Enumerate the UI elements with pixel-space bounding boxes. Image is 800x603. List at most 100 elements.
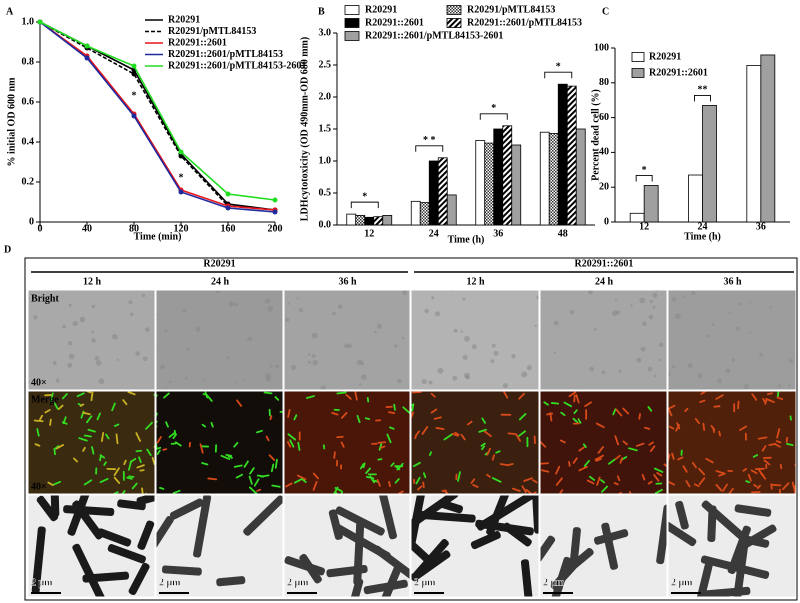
speck <box>376 323 382 329</box>
point <box>225 205 231 211</box>
speck <box>94 356 100 361</box>
speck <box>687 363 693 369</box>
legend-label: R20291::2601 <box>649 67 708 78</box>
speck <box>332 311 336 316</box>
cell <box>483 430 492 438</box>
x-axis-label: Time (h) <box>448 234 485 245</box>
micrograph <box>668 391 796 494</box>
cell <box>555 477 563 486</box>
annotation: * <box>179 172 184 183</box>
cell <box>595 422 605 429</box>
speck <box>653 374 657 378</box>
cell <box>776 396 784 401</box>
speck <box>682 295 685 298</box>
cell <box>532 479 538 484</box>
cell <box>54 445 60 450</box>
cell <box>115 433 119 445</box>
rod <box>550 563 577 591</box>
y-tick-label: 40 <box>599 147 609 158</box>
cell <box>127 391 136 396</box>
speck <box>264 298 271 304</box>
bar <box>760 54 776 223</box>
cell <box>100 431 105 442</box>
speck <box>164 329 168 332</box>
cell <box>563 401 573 408</box>
cell <box>297 441 301 451</box>
row-label: Merge <box>31 394 59 405</box>
point <box>131 71 137 77</box>
cell <box>220 454 231 460</box>
x-axis-label: Time (min) <box>134 231 182 242</box>
merge-field <box>28 391 155 494</box>
legend-swatch <box>446 18 462 28</box>
rod <box>72 543 106 597</box>
bar <box>410 200 421 226</box>
cell <box>507 432 516 435</box>
micrograph <box>156 495 283 597</box>
y-tick-label: 0.8 <box>22 56 35 67</box>
cell <box>105 433 110 440</box>
cell <box>362 462 366 469</box>
y-axis-label: LDHcytotoxicity (OD 490mm-OD 680 mm) <box>299 37 310 221</box>
cell-border <box>27 390 156 495</box>
speck <box>269 364 273 368</box>
cell <box>480 442 486 447</box>
bar <box>446 194 457 226</box>
speck <box>462 354 468 360</box>
cell <box>654 488 663 494</box>
cell-border <box>410 289 540 391</box>
cell <box>393 403 396 411</box>
cell <box>470 478 476 484</box>
speck <box>526 365 532 371</box>
y-tick-label: 1.5 <box>319 123 332 134</box>
cell-border <box>155 494 284 598</box>
rod <box>193 495 212 558</box>
speck <box>135 351 140 356</box>
speck <box>647 366 653 372</box>
x-axis-label: Time (h) <box>684 231 721 242</box>
cell <box>411 411 415 420</box>
bar <box>364 216 375 226</box>
rod <box>417 510 476 523</box>
cell <box>491 477 502 483</box>
speck <box>589 366 594 372</box>
cell <box>398 490 404 494</box>
cell <box>174 441 182 447</box>
cell <box>597 446 605 454</box>
bracket <box>479 113 508 120</box>
cell <box>745 480 751 484</box>
legend-label: R20291 <box>649 51 681 62</box>
cell <box>256 488 262 492</box>
micrograph <box>156 391 283 494</box>
bar <box>475 140 486 226</box>
speck <box>67 362 73 368</box>
speck <box>588 290 593 295</box>
legend-swatch <box>344 31 360 41</box>
cell <box>53 402 59 410</box>
cell <box>766 392 773 396</box>
legend-label: R20291::2601/pMTL84153 <box>168 49 283 60</box>
cell <box>583 459 590 467</box>
cell <box>491 454 495 461</box>
speck <box>242 378 245 381</box>
rod <box>299 553 322 584</box>
bar <box>539 131 550 226</box>
speck <box>618 369 622 373</box>
point <box>37 19 43 25</box>
time-label: 24 h <box>211 276 230 287</box>
cell <box>202 393 208 396</box>
bar <box>575 128 586 226</box>
rod <box>734 504 772 517</box>
speck <box>215 290 221 294</box>
legend-label: R20291::2601 <box>365 17 424 28</box>
cell <box>521 485 527 494</box>
bright-field <box>668 290 796 390</box>
speck <box>235 381 238 384</box>
speck <box>437 367 444 374</box>
speck <box>182 308 187 314</box>
cell-border <box>283 390 411 495</box>
series-line <box>39 21 276 213</box>
cell <box>131 482 138 490</box>
cell <box>649 445 656 453</box>
rod <box>470 530 501 550</box>
